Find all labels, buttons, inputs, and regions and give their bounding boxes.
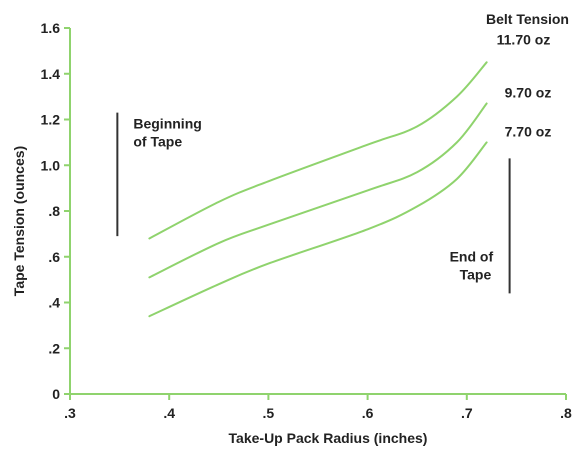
end-label-line-1: End of <box>450 248 494 264</box>
y-axis-title: Tape Tension (ounces) <box>11 146 27 296</box>
series-label-2: 7.70 oz <box>505 123 552 139</box>
y-tick-label-0: 0 <box>52 386 60 402</box>
x-tick-label-4: .7 <box>461 405 473 421</box>
annotations-layer: Belt Tension 11.70 oz 9.70 oz 7.70 oz Beginn… <box>116 11 569 294</box>
x-tick-label-0: .3 <box>64 405 76 421</box>
curves-layer <box>148 61 488 318</box>
end-label-line-2: Tape <box>460 267 492 283</box>
x-tick-label-5: .8 <box>560 405 572 421</box>
y-tick-label-4: .8 <box>48 203 60 219</box>
beginning-label-line-1: Beginning <box>133 116 201 132</box>
series-line-2 <box>148 141 488 318</box>
series-label-1: 9.70 oz <box>505 84 552 100</box>
y-tick-label-3: .6 <box>48 249 60 265</box>
y-tick-label-7: 1.4 <box>41 66 61 82</box>
beginning-label-line-2: of Tape <box>133 134 182 150</box>
y-tick-label-8: 1.6 <box>41 20 61 36</box>
y-tick-label-6: 1.2 <box>41 112 61 128</box>
axes-layer: 0 .2 .4 .6 .8 1.0 1.2 1.4 1.6 .3 .4 .5 .6 .7 .8 Take-Up… <box>11 20 572 446</box>
y-tick-label-5: 1.0 <box>41 157 61 173</box>
y-tick-label-2: .4 <box>48 295 60 311</box>
series-line-0 <box>148 61 488 240</box>
series-label-0: 11.70 oz <box>497 31 551 47</box>
x-tick-label-1: .4 <box>163 405 175 421</box>
x-tick-label-3: .6 <box>362 405 374 421</box>
series-line-1 <box>148 102 488 279</box>
x-axis-title: Take-Up Pack Radius (inches) <box>229 430 428 446</box>
legend-title: Belt Tension <box>486 11 569 27</box>
x-tick-label-2: .5 <box>263 405 275 421</box>
y-tick-label-1: .2 <box>48 340 60 356</box>
